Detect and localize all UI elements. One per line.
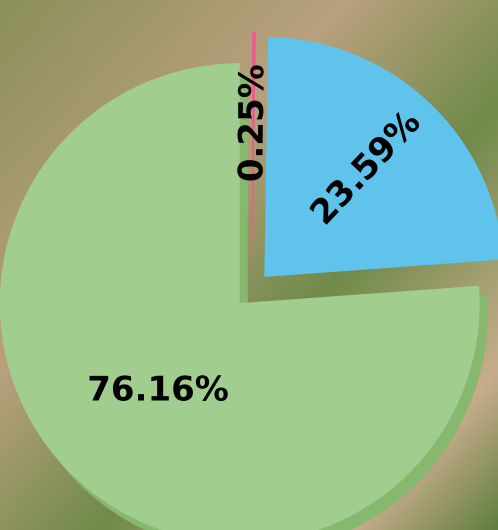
data-label: 76.16% [87,370,229,410]
page: 0.25%23.59%76.16% (() => { const data = … [0,0,498,530]
chart: 0.25%23.59%76.16% [0,0,498,530]
data-label: 0.25% [231,64,272,182]
